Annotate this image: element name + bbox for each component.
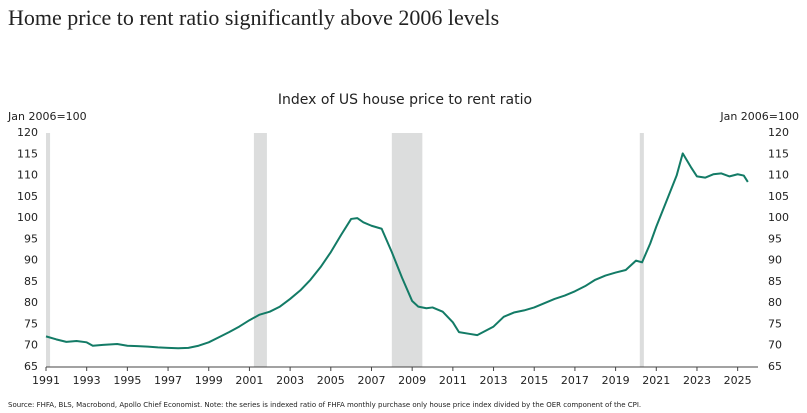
- y2-tick-label: 110: [768, 169, 789, 182]
- recession-band: [253, 133, 267, 367]
- recession-band: [639, 133, 644, 367]
- y-tick-label: 80: [24, 296, 38, 309]
- x-tick-label: 2005: [317, 374, 345, 387]
- y2-tick-label: 95: [768, 232, 782, 245]
- x-tick-label: 2019: [602, 374, 630, 387]
- x-tick-label: 2001: [235, 374, 263, 387]
- y2-tick-label: 85: [768, 275, 782, 288]
- y2-tick-label: 100: [768, 211, 789, 224]
- data-line: [45, 152, 749, 350]
- x-tick-label: 1995: [113, 374, 141, 387]
- y2-axis-label: Jan 2006=100: [719, 110, 799, 123]
- x-tick-label: 2017: [561, 374, 589, 387]
- y-tick-label: 100: [17, 211, 38, 224]
- y2-tick-label: 105: [768, 190, 789, 203]
- y-axis-label: Jan 2006=100: [7, 110, 87, 123]
- y-tick-label: 65: [24, 360, 38, 373]
- page-title: Home price to rent ratio significantly a…: [8, 5, 499, 30]
- x-tick-label: 1991: [32, 374, 60, 387]
- y2-tick-label: 120: [768, 126, 789, 139]
- y-tick-label: 70: [24, 339, 38, 352]
- x-tick-label: 2015: [520, 374, 548, 387]
- y2-tick-label: 75: [768, 317, 782, 330]
- x-tick-label: 2011: [439, 374, 467, 387]
- y2-tick-label: 65: [768, 360, 782, 373]
- x-tick-label: 2021: [642, 374, 670, 387]
- x-tick-label: 2013: [480, 374, 508, 387]
- y-tick-label: 105: [17, 190, 38, 203]
- y2-tick-label: 70: [768, 339, 782, 352]
- y-tick-label: 95: [24, 232, 38, 245]
- y2-tick-label: 90: [768, 254, 782, 267]
- source-note: Source: FHFA, BLS, Macrobond, Apollo Chi…: [8, 401, 641, 409]
- x-tick-label: 1993: [73, 374, 101, 387]
- x-tick-label: 2009: [398, 374, 426, 387]
- recession-band: [391, 133, 423, 367]
- y-tick-label: 110: [17, 169, 38, 182]
- y-tick-label: 85: [24, 275, 38, 288]
- y-tick-label: 115: [17, 147, 38, 160]
- y-tick-label: 120: [17, 126, 38, 139]
- x-tick-label: 2023: [683, 374, 711, 387]
- y2-tick-label: 80: [768, 296, 782, 309]
- x-tick-label: 1999: [195, 374, 223, 387]
- x-tick-label: 1997: [154, 374, 182, 387]
- chart-title: Index of US house price to rent ratio: [278, 92, 532, 108]
- x-tick-label: 2025: [724, 374, 752, 387]
- y2-tick-label: 115: [768, 147, 789, 160]
- y-tick-label: 75: [24, 317, 38, 330]
- x-tick-label: 2003: [276, 374, 304, 387]
- recession-band: [46, 133, 51, 367]
- y-tick-label: 90: [24, 254, 38, 267]
- x-tick-label: 2007: [357, 374, 385, 387]
